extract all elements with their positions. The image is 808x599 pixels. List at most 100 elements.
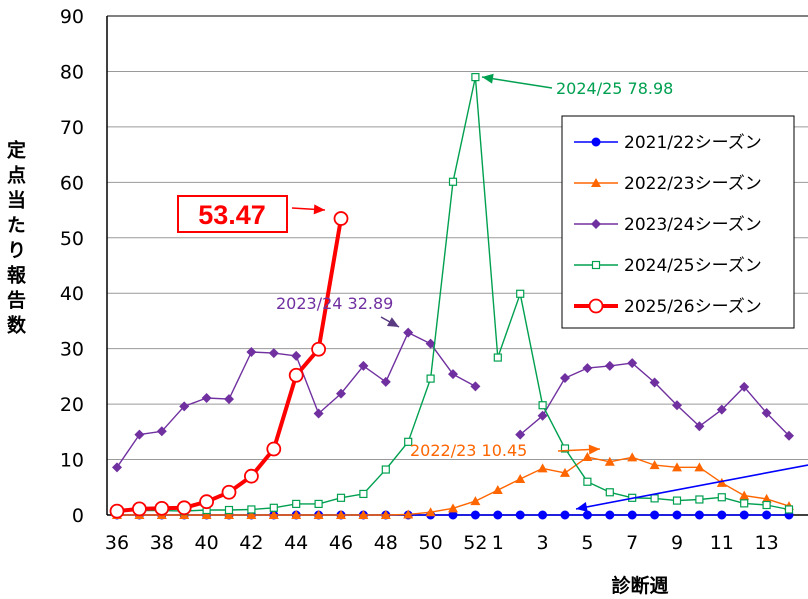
data-point [336,388,346,399]
data-point [243,468,259,484]
data-point [515,429,526,440]
data-point [266,441,282,457]
data-point [224,510,234,519]
annotation-arrow-line [481,76,553,89]
legend-entry: 2025/26シーズン [624,297,762,317]
annotations: 2024/25 78.98 2023/24 32.89 2022/23 10.45 5… [177,73,808,512]
data-point [604,456,615,466]
data-point [650,494,659,503]
y-tick-label: 0 [72,505,84,527]
annotation-arrow-head [576,502,588,512]
series-4 [109,211,349,519]
y-tick-label: 10 [60,450,84,472]
data-point [694,462,705,472]
legend-box [561,115,795,329]
series-2 [112,327,794,473]
legend: 2021/22シーズン 2022/23シーズン 2023/24シーズン 2024/25… [561,115,795,329]
data-point [672,462,682,472]
data-point [672,400,682,411]
data-point [762,510,772,520]
data-point [358,360,369,371]
data-point [492,485,503,495]
data-point [761,407,772,418]
data-point [404,437,413,446]
y-axis-label: 定点当たり報告数 [4,139,26,340]
x-tick-label: 1 [492,532,504,554]
data-point [739,510,749,520]
data-point [784,430,794,441]
data-point [176,500,192,516]
data-point [694,421,705,432]
y-tick-label: 70 [60,117,84,139]
data-point [604,360,615,371]
annotation-arrow-line [575,464,808,510]
data-point [470,510,480,520]
data-point [493,510,503,520]
data-point [762,500,771,510]
annotation-2025-26: 53.47 [198,200,266,230]
x-tick-label: 11 [710,532,734,554]
data-point [314,499,323,509]
data-point [224,505,234,515]
x-tick-label: 5 [581,532,593,554]
data-point [739,381,750,392]
data-point [448,369,458,380]
data-point [650,510,660,520]
data-point [591,178,601,187]
data-point [672,496,682,505]
data-point [591,137,601,147]
annotation-arrow-head [386,317,399,327]
data-point [179,401,190,412]
series-line [116,218,343,514]
data-point [288,367,304,383]
data-point [403,509,414,519]
data-point [537,410,548,421]
data-point [381,465,390,474]
legend-entry: 2021/22シーズン [624,133,762,153]
data-point [761,493,772,503]
data-point [336,510,346,519]
y-tick-label: 20 [60,394,84,416]
y-tick-label: 80 [60,61,84,83]
data-point [605,488,614,497]
data-point [333,211,349,226]
data-point [470,381,481,392]
data-point [538,510,548,520]
data-point [582,510,592,520]
data-point [740,499,749,508]
annotation-arrow-head [588,444,600,455]
data-point [246,510,257,519]
data-point [717,493,726,502]
annotation-arrow-head [313,204,325,215]
data-point [201,510,212,519]
data-point [716,477,727,487]
data-point [591,219,601,229]
x-tick-label: 50 [419,532,443,554]
y-tick-label: 60 [60,172,84,194]
data-point [291,350,302,361]
data-point [588,298,604,314]
x-tick-label: 36 [105,532,129,554]
x-tick-label: 48 [374,532,398,554]
data-point [470,496,481,506]
data-point [694,510,704,520]
data-point [247,505,256,514]
data-point [515,510,525,520]
x-tick-label: 9 [671,532,683,554]
data-point [649,460,660,470]
data-point [268,510,279,519]
x-tick-label: 3 [537,532,549,554]
data-point [291,510,302,519]
data-point [516,289,525,298]
data-point [269,503,278,512]
annotation-box-2025-26 [177,195,288,233]
y-tick-labels: 0 10 20 30 40 50 60 70 80 90 [60,6,84,527]
data-point [493,353,502,362]
data-point [538,401,547,410]
data-point [380,510,391,519]
data-point [560,444,570,453]
data-point [112,462,122,473]
data-point [403,327,414,338]
annotation-arrow-head [482,73,494,84]
data-point [582,363,593,374]
